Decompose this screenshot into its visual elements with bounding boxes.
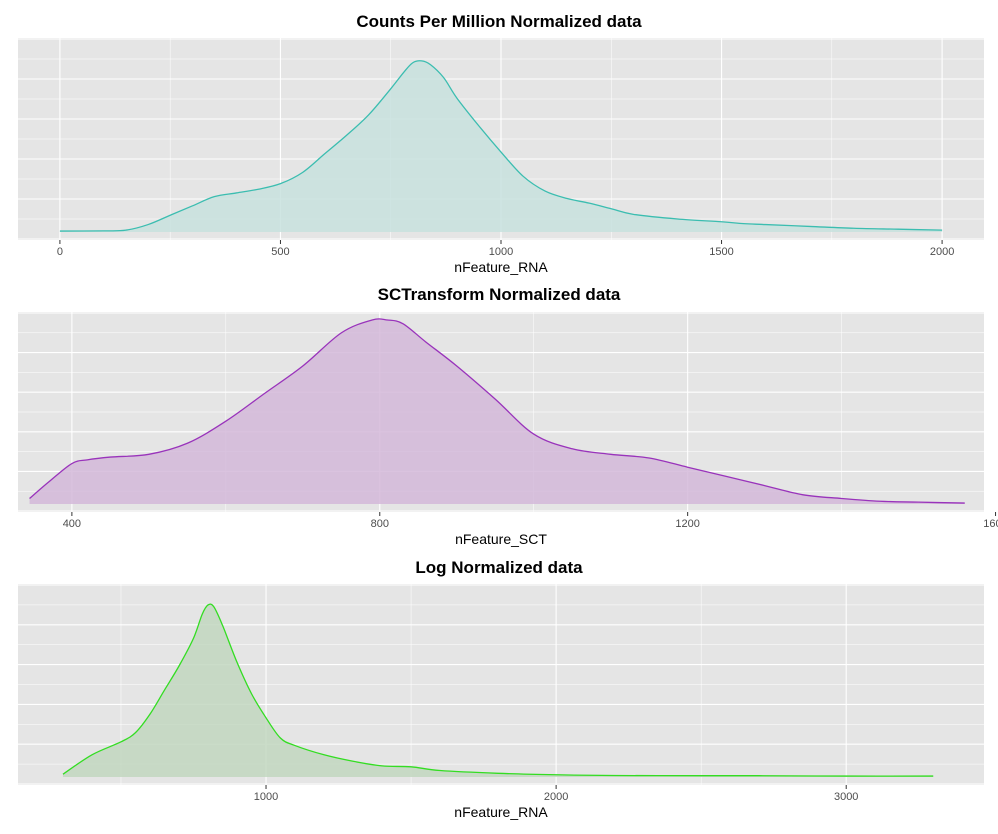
x-tick-label: 1000 <box>254 791 278 803</box>
panel-cpm: Counts Per Million Normalized data 0 500 1… <box>0 0 998 275</box>
x-tick-label: 400 <box>63 518 81 530</box>
panel-log: Log Normalized data 1000 2000 3000 nFeature… <box>0 546 998 834</box>
x-tick-label: 500 <box>271 246 289 258</box>
x-tick-label: 1500 <box>709 246 733 258</box>
x-tick-label: 800 <box>371 518 389 530</box>
density-area <box>59 60 943 233</box>
chart-title: Log Normalized data <box>415 558 583 577</box>
density-area <box>29 318 965 504</box>
x-axis-label: nFeature_RNA <box>454 259 548 275</box>
density-line <box>29 318 965 504</box>
density-line <box>62 603 934 777</box>
x-tick-label: 2000 <box>930 246 954 258</box>
x-tick-label: 3000 <box>834 791 858 803</box>
x-tick-label: 1600 <box>983 518 998 530</box>
x-tick-label: 1200 <box>675 518 699 530</box>
x-tick-label: 1000 <box>489 246 513 258</box>
x-tick-label: 2000 <box>544 791 568 803</box>
density-plot-cpm: 0 500 1000 1500 2000 nFeature_RNA <box>18 38 984 275</box>
density-area <box>62 604 934 777</box>
chart-title: Counts Per Million Normalized data <box>356 12 642 31</box>
x-axis-label: nFeature_SCT <box>455 531 547 547</box>
x-axis-label: nFeature_RNA <box>454 804 548 820</box>
density-plot-sct: 400 800 1200 1600 nFeature_SCT <box>18 312 998 547</box>
panel-sctransform: SCTransform Normalized data 400 800 1200 16… <box>0 273 998 547</box>
chart-title: SCTransform Normalized data <box>377 285 621 304</box>
density-line <box>59 60 943 232</box>
density-plot-log: 1000 2000 3000 nFeature_RNA <box>18 584 984 820</box>
x-tick-label: 0 <box>57 246 63 258</box>
